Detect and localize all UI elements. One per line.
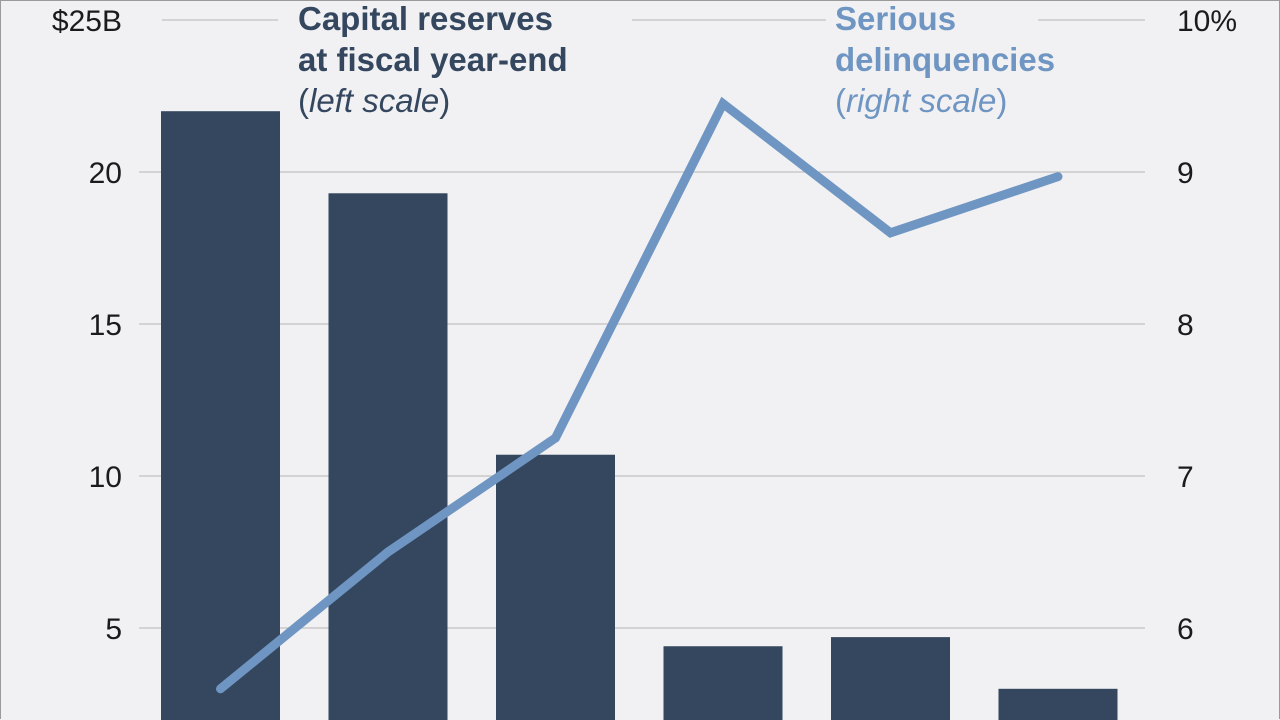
bar-series [161, 111, 1118, 720]
line-series-path [216, 96, 1063, 694]
bar [663, 646, 783, 720]
legend-bars-scale: (left scale) [298, 82, 450, 119]
legend-line-line1: Serious [835, 0, 956, 37]
right-tick-label: 6 [1177, 613, 1194, 646]
left-tick-label: 20 [89, 157, 122, 190]
legend-line-scale: (right scale) [835, 82, 1007, 119]
legend-serious-delinquencies: Serious delinquencies (right scale) [835, 0, 1055, 119]
legend-line-line2: delinquencies [835, 41, 1055, 78]
legend-capital-reserves: Capital reserves at fiscal year-end (lef… [298, 0, 568, 119]
left-tick-label: 5 [105, 613, 122, 646]
right-tick-label: 9 [1177, 157, 1194, 190]
gridlines [139, 19, 1145, 629]
bar [161, 111, 280, 720]
right-tick-label: 10% [1177, 5, 1237, 38]
bar [496, 454, 615, 720]
left-tick-label: 10 [89, 461, 122, 494]
bar [998, 688, 1118, 720]
bar [328, 193, 448, 720]
left-axis: 5 10 15 20 $25B [52, 5, 122, 646]
right-tick-label: 7 [1177, 461, 1194, 494]
legend-bars-line1: Capital reserves [298, 0, 553, 37]
legend-bars-line2: at fiscal year-end [298, 41, 568, 78]
right-tick-label: 8 [1177, 309, 1194, 342]
bar [831, 637, 950, 720]
right-axis: 6 7 8 9 10% [1177, 5, 1237, 646]
left-tick-label: $25B [52, 5, 122, 38]
left-tick-label: 15 [89, 309, 122, 342]
line-series [216, 96, 1063, 694]
